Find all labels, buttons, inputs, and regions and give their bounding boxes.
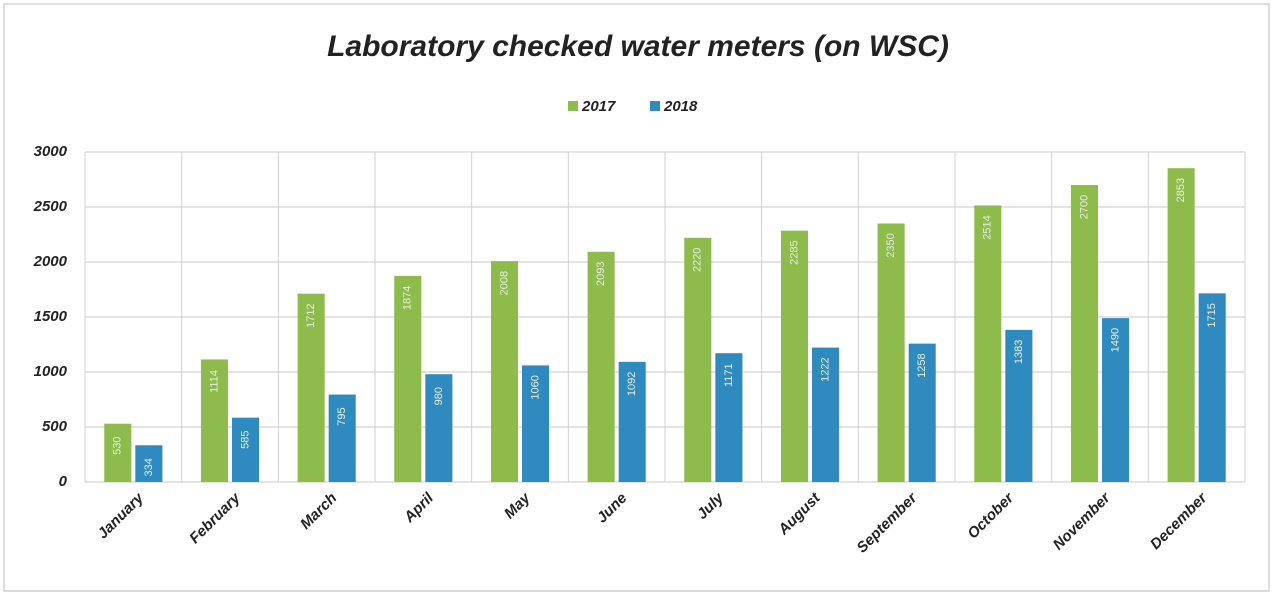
data-label: 1715: [1206, 303, 1218, 327]
y-tick-label: 1500: [34, 308, 68, 325]
bar: [587, 251, 615, 482]
data-label: 2700: [1078, 195, 1090, 219]
bar: [908, 343, 936, 482]
bar: [1102, 318, 1130, 482]
data-label: 2220: [692, 248, 704, 272]
data-label: 1712: [305, 303, 317, 327]
bar: [522, 365, 550, 482]
bar: [974, 205, 1002, 482]
data-label: 980: [433, 387, 445, 405]
data-label: 1060: [529, 375, 541, 399]
data-label: 1092: [626, 372, 638, 396]
legend-label: 2018: [663, 98, 698, 115]
data-label: 1383: [1013, 340, 1025, 364]
legend-swatch: [650, 101, 660, 111]
y-tick-label: 1000: [34, 363, 68, 380]
data-label: 2093: [595, 262, 607, 286]
bar: [104, 423, 132, 482]
bar: [812, 347, 840, 482]
data-label: 2008: [498, 271, 510, 295]
chart-border: [3, 3, 1270, 592]
data-label: 585: [239, 430, 251, 448]
data-label: 1222: [819, 357, 831, 381]
bar: [200, 359, 228, 482]
bar: [1070, 185, 1098, 482]
data-label: 1490: [1109, 328, 1121, 352]
bar: [394, 275, 422, 482]
bar: [425, 374, 453, 482]
legend-swatch: [568, 101, 578, 111]
y-tick-label: 3000: [34, 143, 68, 160]
data-label: 2350: [885, 233, 897, 257]
bar: [780, 230, 808, 482]
y-tick-label: 2500: [33, 198, 68, 215]
data-label: 2514: [982, 215, 994, 239]
bar: [877, 223, 905, 482]
bar: [1005, 329, 1033, 482]
bar: [684, 237, 712, 482]
legend-label: 2017: [581, 98, 616, 115]
data-label: 1171: [723, 363, 735, 387]
bar: [1167, 168, 1195, 483]
data-label: 1114: [208, 370, 220, 393]
y-tick-label: 0: [59, 473, 68, 490]
data-label: 1874: [402, 286, 414, 310]
data-label: 795: [336, 407, 348, 425]
y-tick-label: 2000: [33, 253, 68, 270]
y-tick-label: 500: [42, 418, 68, 435]
data-label: 1258: [916, 353, 928, 377]
bar: [297, 293, 325, 482]
bar: [232, 417, 260, 482]
bar: [328, 394, 356, 482]
data-label: 530: [112, 437, 124, 455]
bar: [1198, 293, 1226, 482]
data-label: 2285: [788, 240, 800, 264]
bar: [618, 361, 646, 482]
data-label: 334: [143, 458, 155, 476]
bar: [490, 261, 518, 482]
bar: [135, 445, 163, 482]
data-label: 2853: [1175, 178, 1187, 202]
bar: [715, 353, 743, 482]
chart-title: Laboratory checked water meters (on WSC): [327, 30, 949, 63]
